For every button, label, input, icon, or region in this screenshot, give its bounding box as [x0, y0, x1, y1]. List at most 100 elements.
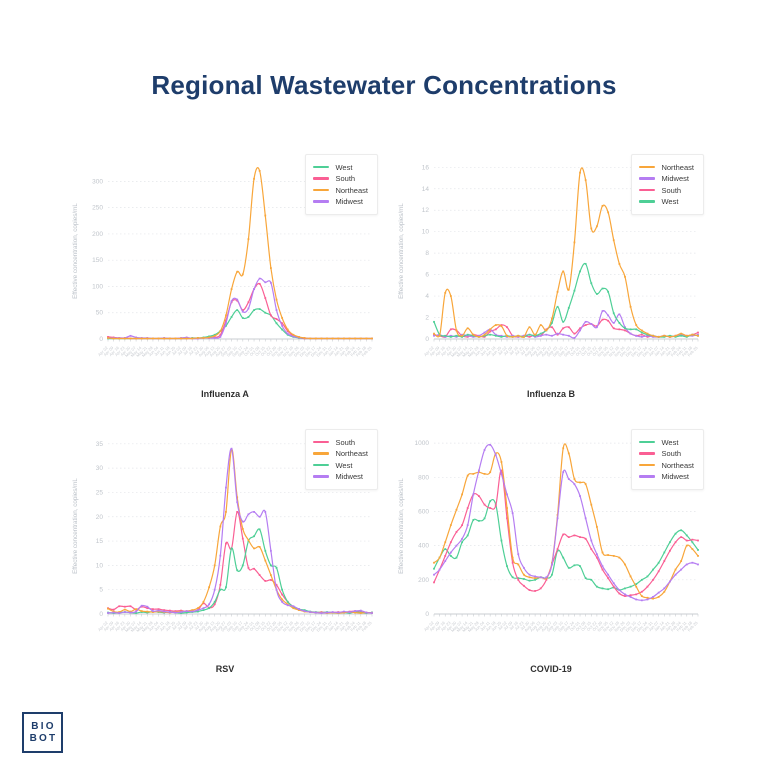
- chart-canvas-wrap-influenza-b: 0 2 4 6 8 10 12 14 16 Effective concentration, co…: [394, 149, 708, 381]
- data-point-northeast: [247, 238, 250, 241]
- x-tick-label: Jul 02: [497, 620, 509, 632]
- data-point-northeast: [275, 298, 278, 301]
- data-point-south: [556, 548, 559, 550]
- data-point-northeast: [298, 335, 300, 338]
- data-point-west: [646, 575, 649, 578]
- data-point-northeast: [269, 267, 272, 269]
- legend-swatch-west: [313, 165, 330, 169]
- data-point-south: [691, 538, 694, 541]
- data-point-midwest: [213, 588, 216, 591]
- x-tick-label: Jul 16: [182, 345, 194, 357]
- x-tick-label: Jul 02: [171, 620, 183, 632]
- x-tick-label: Jul 30: [193, 345, 205, 357]
- x-tick-label: Jul 09: [502, 345, 514, 357]
- data-point-south: [433, 581, 435, 584]
- legend-swatch-west: [639, 440, 656, 444]
- data-point-midwest: [562, 471, 565, 474]
- data-point-northeast: [202, 600, 205, 603]
- data-point-west: [196, 610, 199, 613]
- data-point-south: [247, 301, 250, 304]
- data-point-midwest: [326, 611, 328, 614]
- y-tick-label: 35: [96, 441, 104, 448]
- data-point-midwest: [438, 568, 441, 571]
- data-point-midwest: [449, 334, 452, 337]
- data-point-northeast: [545, 329, 548, 332]
- data-point-west: [135, 612, 137, 614]
- legend-item-west: West: [639, 197, 694, 206]
- data-point-northeast: [629, 575, 632, 578]
- data-point-midwest: [489, 443, 492, 446]
- legend-swatch-south: [313, 440, 330, 444]
- data-point-south: [697, 331, 699, 334]
- data-point-midwest: [657, 591, 660, 594]
- data-point-west: [275, 322, 278, 325]
- data-point-midwest: [461, 333, 463, 336]
- data-point-northeast: [314, 337, 317, 340]
- data-point-midwest: [522, 566, 525, 569]
- data-point-west: [213, 333, 216, 336]
- legend-item-south: South: [639, 449, 694, 458]
- data-point-northeast: [612, 555, 615, 557]
- data-point-west: [663, 551, 666, 554]
- data-point-northeast: [652, 597, 654, 600]
- data-point-south: [449, 541, 452, 544]
- data-point-south: [584, 537, 587, 540]
- data-point-midwest: [208, 603, 211, 606]
- data-point-midwest: [579, 329, 581, 332]
- data-point-west: [534, 578, 537, 581]
- data-point-northeast: [640, 329, 643, 332]
- data-point-south: [618, 592, 621, 595]
- data-point-west: [556, 305, 559, 308]
- chart-canvas-wrap-influenza-a: 0 50 100 150 200 250 300 Effective concentratio…: [68, 149, 382, 381]
- data-point-midwest: [545, 576, 548, 579]
- data-point-northeast: [517, 563, 520, 566]
- data-point-west: [219, 588, 222, 591]
- data-point-midwest: [455, 335, 458, 338]
- legend-label-south: South: [335, 174, 356, 183]
- data-point-west: [584, 577, 587, 580]
- data-point-northeast: [354, 611, 357, 614]
- y-tick-label: 15: [96, 538, 104, 545]
- data-point-midwest: [140, 604, 143, 607]
- series-line-west: [433, 498, 699, 591]
- data-point-northeast: [517, 334, 520, 337]
- data-point-south: [669, 549, 671, 552]
- data-point-midwest: [309, 611, 312, 613]
- data-point-northeast: [539, 324, 542, 326]
- data-point-northeast: [281, 598, 284, 601]
- data-point-midwest: [303, 610, 306, 612]
- data-point-midwest: [551, 334, 553, 337]
- data-point-northeast: [281, 317, 284, 319]
- data-point-south: [595, 556, 598, 559]
- data-point-midwest: [612, 582, 615, 585]
- data-point-west: [213, 600, 216, 603]
- data-point-midwest: [635, 334, 638, 337]
- data-point-midwest: [567, 334, 570, 337]
- data-point-midwest: [500, 472, 503, 475]
- data-point-northeast: [635, 324, 638, 326]
- data-point-northeast: [286, 603, 289, 606]
- data-point-midwest: [551, 563, 553, 566]
- chart-canvas-wrap-rsv: 0 5 10 15 20 25 30 35 Effective concentration, c…: [68, 424, 382, 656]
- data-point-northeast: [202, 337, 205, 339]
- data-point-south: [584, 324, 587, 326]
- data-point-south: [202, 602, 205, 605]
- data-point-south: [528, 335, 531, 338]
- x-tick-label: Jul 16: [508, 620, 520, 632]
- data-point-midwest: [241, 520, 244, 523]
- data-point-northeast: [129, 337, 132, 340]
- data-point-northeast: [635, 585, 638, 588]
- data-point-northeast: [522, 573, 525, 576]
- data-point-midwest: [253, 288, 255, 290]
- data-point-northeast: [528, 326, 531, 329]
- data-point-west: [629, 585, 632, 588]
- legend-swatch-midwest: [639, 177, 656, 180]
- legend-swatch-midwest: [313, 475, 330, 478]
- legend-item-northeast: Northeast: [639, 163, 694, 172]
- data-point-northeast: [489, 328, 492, 331]
- data-point-south: [281, 322, 284, 325]
- data-point-northeast: [483, 333, 486, 336]
- data-point-midwest: [691, 561, 694, 564]
- data-point-northeast: [365, 337, 368, 340]
- data-point-northeast: [472, 333, 475, 336]
